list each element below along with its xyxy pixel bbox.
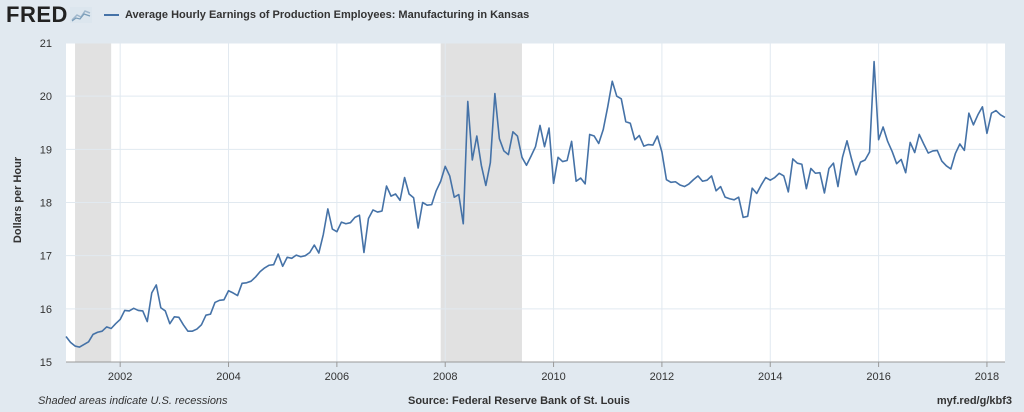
series-group — [65, 60, 1006, 348]
x-tick-label: 2010 — [541, 371, 565, 383]
y-tick-label: 20 — [40, 91, 52, 103]
fred-logo[interactable]: FRED — [6, 4, 92, 26]
x-tick-label: 2016 — [866, 371, 890, 383]
y-tick-label: 16 — [40, 304, 52, 316]
legend-swatch — [104, 14, 119, 16]
source-note: Source: Federal Reserve Bank of St. Loui… — [408, 395, 630, 407]
x-tick-label: 2002 — [108, 371, 132, 383]
y-tick-labels: 15 16 17 18 19 20 21 — [40, 38, 52, 369]
x-tick-label: 2018 — [975, 371, 999, 383]
fred-logo-text: FRED — [6, 2, 68, 27]
x-tick-label: 2004 — [216, 371, 240, 383]
legend: Average Hourly Earnings of Production Em… — [104, 9, 529, 21]
x-tick-label: 2006 — [325, 371, 349, 383]
x-tick-label: 2008 — [433, 371, 457, 383]
x-tick-label: 2012 — [650, 371, 674, 383]
short-url-link[interactable]: myf.red/g/kbf3 — [936, 395, 1012, 407]
x-tick-label: 2014 — [758, 371, 782, 383]
line-chart-icon — [69, 7, 92, 23]
y-tick-label: 15 — [40, 357, 52, 369]
recession-note: Shaded areas indicate U.S. recessions — [38, 395, 228, 407]
y-tick-label: 18 — [40, 198, 52, 210]
y-tick-label: 21 — [40, 38, 52, 50]
y-tick-label: 19 — [40, 144, 52, 156]
series-line — [65, 60, 1006, 348]
y-tick-label: 17 — [40, 251, 52, 263]
legend-label: Average Hourly Earnings of Production Em… — [125, 9, 530, 21]
x-tick-labels: 2002 2004 2006 2008 2010 2012 2014 2016 2018 — [66, 361, 1005, 383]
